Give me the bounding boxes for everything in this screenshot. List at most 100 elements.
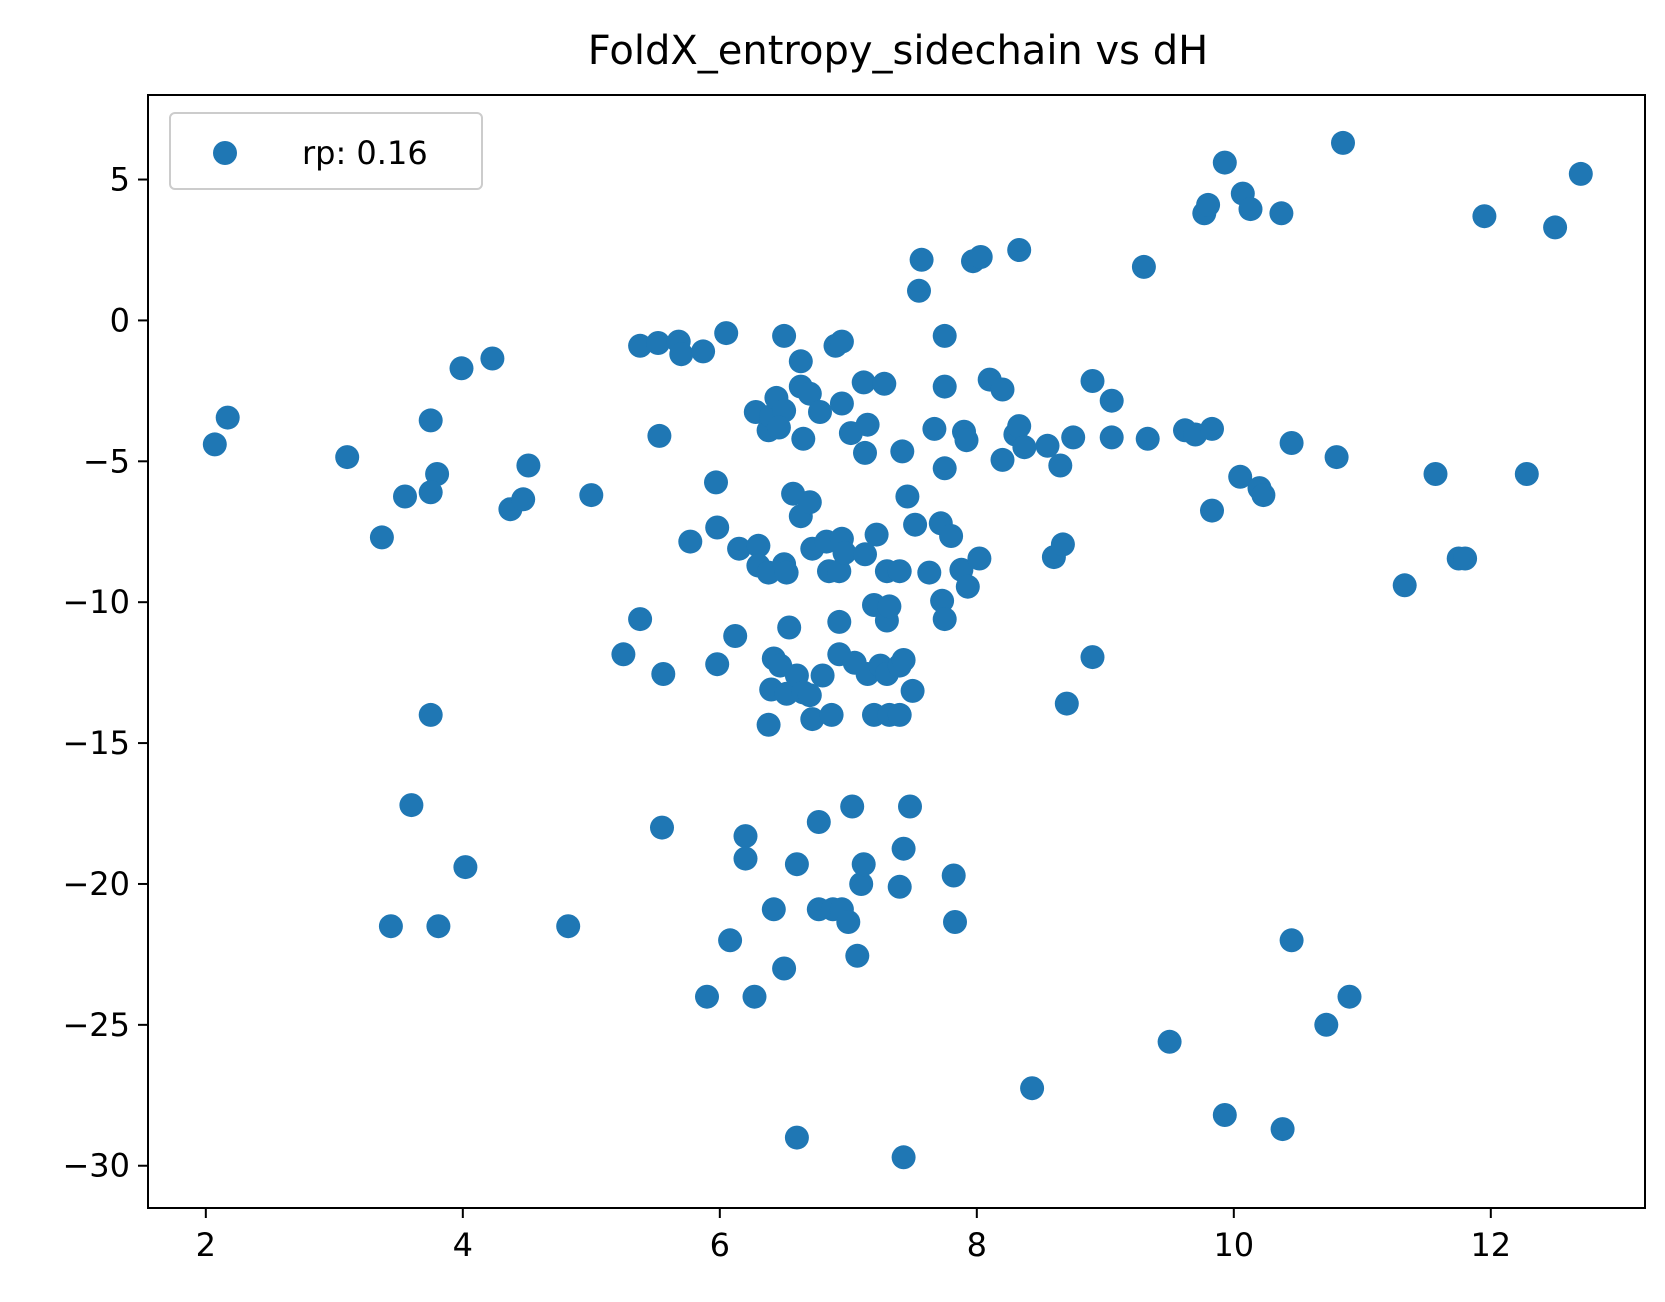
data-point — [393, 484, 417, 509]
data-point — [851, 852, 876, 877]
data-point — [335, 445, 360, 470]
data-point — [849, 872, 874, 896]
data-point — [872, 371, 897, 396]
data-point — [797, 381, 822, 406]
data-point — [628, 333, 653, 358]
data-point — [425, 462, 450, 486]
data-point — [695, 984, 719, 1009]
x-tick-label: 12 — [1470, 1226, 1511, 1264]
data-point — [891, 648, 916, 672]
data-point — [939, 524, 964, 548]
y-axis: 5 0 −5 −10 −15 −20 −25 −30 — [62, 161, 148, 1185]
data-point — [727, 536, 752, 561]
data-point — [704, 470, 728, 495]
data-point — [954, 428, 979, 453]
data-point — [511, 487, 536, 512]
data-point — [418, 408, 443, 433]
data-point — [829, 329, 854, 354]
data-point — [1324, 445, 1349, 470]
y-tick-label: −30 — [62, 1147, 130, 1185]
data-point — [369, 525, 394, 550]
data-point — [922, 416, 947, 441]
y-tick-label: −20 — [62, 865, 130, 903]
data-point — [827, 559, 852, 584]
data-point — [788, 349, 813, 374]
data-point — [718, 928, 743, 953]
y-tick-label: −25 — [62, 1006, 130, 1044]
data-point — [784, 852, 809, 877]
data-point — [714, 321, 739, 346]
data-point — [932, 456, 957, 481]
legend-entry-label: rp: 0.16 — [302, 134, 428, 172]
legend-marker — [213, 141, 237, 165]
data-point — [1099, 425, 1124, 450]
data-point — [1228, 464, 1253, 489]
data-point — [480, 346, 505, 371]
data-point — [887, 559, 912, 584]
data-point — [1251, 483, 1276, 508]
data-point — [426, 914, 451, 939]
data-point — [1020, 1076, 1045, 1101]
data-point — [1314, 1012, 1339, 1037]
data-point — [418, 480, 443, 505]
x-tick-label: 10 — [1213, 1226, 1254, 1264]
data-point — [651, 662, 676, 686]
data-points — [202, 130, 1593, 1170]
data-point — [1212, 1103, 1237, 1127]
data-point — [1200, 416, 1224, 441]
data-point — [1050, 532, 1075, 557]
data-point — [378, 914, 403, 939]
plot-frame — [147, 94, 1646, 1209]
data-point — [1080, 369, 1105, 393]
data-point — [845, 943, 870, 968]
data-point — [864, 522, 889, 547]
data-point — [827, 609, 852, 634]
y-tick-label: 0 — [110, 301, 130, 339]
data-point — [1543, 215, 1568, 240]
data-point — [932, 374, 957, 399]
data-point — [705, 652, 730, 677]
x-axis: 2 4 6 8 10 12 — [196, 1208, 1511, 1264]
y-tick-label: −5 — [83, 442, 130, 480]
data-point — [733, 824, 758, 849]
legend-frame — [169, 112, 483, 190]
data-point — [742, 984, 767, 1009]
data-point — [895, 484, 920, 509]
data-point — [1054, 691, 1079, 716]
data-point — [968, 245, 993, 269]
data-point — [678, 529, 703, 554]
data-point — [887, 702, 912, 727]
data-point — [1337, 984, 1362, 1009]
data-point — [836, 910, 861, 934]
data-point — [1196, 192, 1221, 217]
data-point — [777, 615, 802, 640]
chart-title: FoldX_entropy_sidechain vs dH — [588, 28, 1208, 74]
data-point — [797, 490, 822, 515]
data-point — [449, 356, 474, 381]
data-point — [399, 793, 424, 818]
data-point — [1007, 414, 1032, 439]
data-point — [1061, 425, 1086, 450]
data-point — [797, 683, 822, 708]
data-point — [1035, 433, 1060, 458]
data-point — [891, 1145, 916, 1170]
data-point — [903, 512, 928, 537]
data-point — [215, 405, 240, 430]
data-point — [756, 712, 781, 737]
data-point — [418, 702, 443, 727]
y-tick-label: −15 — [62, 724, 130, 762]
y-tick-label: 5 — [110, 161, 130, 199]
data-point — [909, 247, 934, 272]
data-point — [990, 447, 1015, 472]
data-point — [647, 423, 672, 448]
data-point — [646, 331, 671, 355]
data-point — [1135, 426, 1160, 451]
data-point — [650, 815, 674, 840]
data-point — [907, 278, 931, 303]
data-point — [669, 342, 694, 367]
data-point — [808, 400, 832, 424]
data-point — [761, 897, 786, 922]
data-point — [891, 836, 916, 861]
x-tick-label: 2 — [196, 1226, 216, 1264]
data-point — [955, 574, 980, 599]
